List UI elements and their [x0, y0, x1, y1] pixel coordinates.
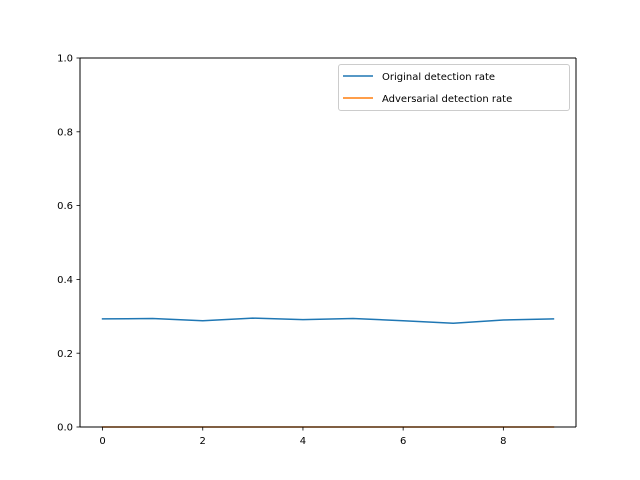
- x-axis-ticks: 0 2 4 6 8: [99, 427, 507, 447]
- x-tick-label: 4: [300, 436, 306, 447]
- legend-label-1: Adversarial detection rate: [382, 94, 512, 105]
- y-axis-ticks: 0.0 0.2 0.4 0.6 0.8 1.0: [57, 54, 80, 434]
- x-tick-label: 2: [200, 436, 206, 447]
- y-tick-label: 0.8: [57, 127, 73, 138]
- legend-box: [338, 64, 570, 111]
- plot-area: [80, 58, 576, 427]
- legend: Original detection rate Adversarial detec…: [338, 64, 570, 111]
- x-tick-label: 6: [400, 436, 406, 447]
- axes-frame: [79, 57, 577, 428]
- series-line-0: [101, 317, 555, 325]
- y-tick-label: 1.0: [57, 54, 73, 65]
- y-tick-label: 0.4: [57, 275, 73, 286]
- x-tick-label: 8: [500, 436, 506, 447]
- legend-label-0: Original detection rate: [382, 72, 495, 83]
- x-tick-label: 0: [99, 436, 105, 447]
- y-tick-label: 0.6: [57, 201, 73, 212]
- y-tick-label: 0.2: [57, 349, 73, 360]
- y-tick-label: 0.0: [57, 423, 73, 434]
